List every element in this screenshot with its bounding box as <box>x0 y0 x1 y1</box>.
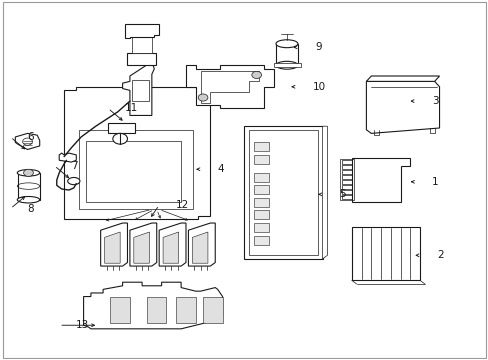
Polygon shape <box>59 153 76 162</box>
Circle shape <box>113 134 127 144</box>
Polygon shape <box>249 130 317 255</box>
Text: 5: 5 <box>339 189 346 199</box>
Circle shape <box>23 169 33 176</box>
Circle shape <box>251 71 261 78</box>
Text: 12: 12 <box>176 200 189 210</box>
Polygon shape <box>351 226 419 280</box>
Polygon shape <box>254 198 268 207</box>
Polygon shape <box>15 134 40 149</box>
Polygon shape <box>83 282 222 329</box>
Polygon shape <box>130 223 157 266</box>
Polygon shape <box>127 53 156 65</box>
Text: 10: 10 <box>312 82 325 92</box>
Polygon shape <box>254 142 268 151</box>
Polygon shape <box>108 123 135 134</box>
Polygon shape <box>276 44 298 65</box>
Polygon shape <box>64 87 210 220</box>
Text: 9: 9 <box>315 42 321 52</box>
Ellipse shape <box>275 61 297 69</box>
Polygon shape <box>322 126 327 259</box>
Polygon shape <box>110 297 130 323</box>
Polygon shape <box>122 62 154 116</box>
Polygon shape <box>366 81 439 134</box>
Polygon shape <box>200 71 259 103</box>
Polygon shape <box>125 24 159 39</box>
Polygon shape <box>132 80 149 101</box>
Text: 13: 13 <box>76 320 89 330</box>
Polygon shape <box>185 65 273 108</box>
Polygon shape <box>254 223 268 232</box>
Polygon shape <box>159 223 185 266</box>
Polygon shape <box>254 211 268 220</box>
Polygon shape <box>101 223 127 266</box>
Polygon shape <box>192 232 207 263</box>
Ellipse shape <box>17 197 40 203</box>
Polygon shape <box>273 63 300 67</box>
Polygon shape <box>104 232 120 263</box>
Polygon shape <box>134 232 149 263</box>
Polygon shape <box>147 297 166 323</box>
Polygon shape <box>254 155 268 164</box>
Polygon shape <box>86 140 181 202</box>
Polygon shape <box>254 235 268 244</box>
Text: 8: 8 <box>27 204 34 214</box>
Ellipse shape <box>68 177 80 185</box>
Text: 11: 11 <box>125 103 138 113</box>
Polygon shape <box>79 130 193 209</box>
Polygon shape <box>132 37 152 53</box>
Polygon shape <box>18 173 40 200</box>
Text: 1: 1 <box>431 177 438 187</box>
Polygon shape <box>163 232 178 263</box>
Polygon shape <box>176 297 195 323</box>
Circle shape <box>198 94 207 101</box>
Polygon shape <box>351 158 409 202</box>
Ellipse shape <box>275 40 297 48</box>
Text: 3: 3 <box>431 96 438 106</box>
Polygon shape <box>203 297 222 323</box>
Text: 4: 4 <box>217 164 224 174</box>
Polygon shape <box>244 126 322 259</box>
Polygon shape <box>254 185 268 194</box>
Polygon shape <box>188 223 215 266</box>
Polygon shape <box>254 173 268 182</box>
Circle shape <box>22 138 32 145</box>
Polygon shape <box>366 76 439 81</box>
Text: 2: 2 <box>436 250 443 260</box>
Text: 7: 7 <box>71 161 78 171</box>
Ellipse shape <box>17 170 40 176</box>
Text: 6: 6 <box>27 132 34 142</box>
